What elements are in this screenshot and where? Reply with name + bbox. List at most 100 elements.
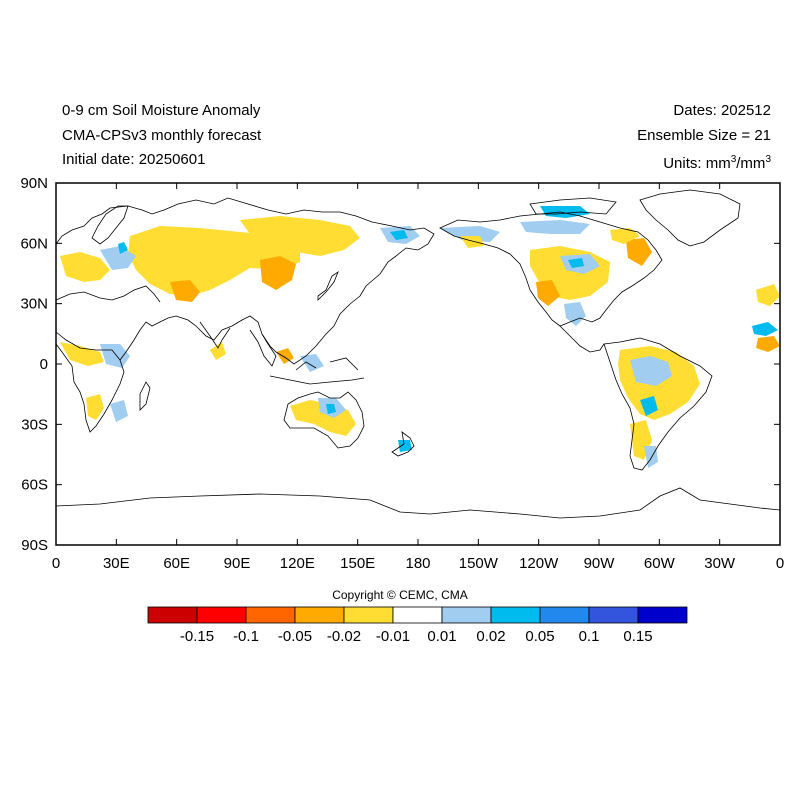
- colorbar-swatch: [392, 606, 443, 624]
- coastline-scandinavia: [91, 205, 129, 245]
- colorbar-swatch: [539, 606, 590, 624]
- coastline-south-america: [603, 337, 713, 471]
- axis-ticks: [55, 182, 781, 546]
- latitude-labels: 90N 60N 30N 0 30S 60S 90S: [20, 175, 48, 554]
- lon-label: 60E: [163, 555, 190, 572]
- map-title: 0-9 cm Soil Moisture Anomaly: [62, 102, 261, 119]
- colorbar-label: -0.15: [180, 628, 214, 645]
- anomaly-patch: [86, 394, 104, 420]
- anomaly-patch: [260, 256, 296, 290]
- colorbar-label: 0.05: [525, 628, 554, 645]
- colorbar-label: -0.05: [278, 628, 312, 645]
- coastline-central-america: [559, 325, 605, 353]
- lat-label: 90S: [21, 537, 48, 554]
- colorbar-swatch: [588, 606, 639, 624]
- anomaly-patch: [460, 236, 484, 248]
- coastline-antarctica: [55, 487, 781, 519]
- anomaly-patch: [398, 440, 412, 452]
- lon-label: 30W: [704, 555, 736, 572]
- colorbar-label: -0.1: [233, 628, 259, 645]
- ensemble-size: Ensemble Size = 21: [637, 127, 771, 144]
- colorbar-label: 0.01: [427, 628, 456, 645]
- anomaly-patch: [300, 354, 324, 372]
- colorbar-label: 0.02: [476, 628, 505, 645]
- lon-label: 120W: [519, 555, 559, 572]
- colorbar-swatch: [147, 606, 198, 624]
- coastline-arctic-islands: [529, 197, 617, 215]
- anomaly-patch: [610, 228, 640, 244]
- coastlines: [55, 189, 781, 519]
- colorbar-label: -0.01: [376, 628, 410, 645]
- lat-label: 60S: [21, 477, 48, 494]
- anomaly-patch: [536, 280, 560, 306]
- anomaly-patch: [118, 242, 128, 254]
- coastline-eurasia-africa: [55, 197, 435, 433]
- coastline-mediterranean: [55, 285, 161, 303]
- forecast-dates: Dates: 202512: [673, 102, 771, 119]
- colorbar-swatch: [294, 606, 345, 624]
- anomaly-patch: [210, 342, 226, 360]
- colorbar-swatch: [441, 606, 492, 624]
- colorbar-swatch: [245, 606, 296, 624]
- anomaly-patch: [60, 252, 110, 282]
- anomaly-patch: [276, 348, 294, 364]
- lon-label: 0: [776, 555, 784, 572]
- lon-label: 30E: [103, 555, 130, 572]
- colorbar-swatch: [196, 606, 247, 624]
- anomaly-patch: [326, 404, 336, 414]
- coastline-indonesia: [269, 357, 365, 385]
- lon-label: 60W: [644, 555, 676, 572]
- anomaly-patch: [100, 344, 130, 368]
- colorbar-swatch: [637, 606, 688, 624]
- coastline-north-america: [439, 211, 663, 327]
- coastline-australia: [283, 391, 365, 449]
- units-label: Units: mm3/mm3: [663, 154, 771, 172]
- coastline-seasia: [249, 329, 277, 367]
- colorbar-swatch: [490, 606, 541, 624]
- anomaly-patch: [752, 322, 778, 336]
- colorbar-label: -0.02: [327, 628, 361, 645]
- lat-label: 90N: [20, 175, 48, 192]
- anomaly-patch: [110, 400, 128, 422]
- anomaly-patch: [540, 206, 590, 218]
- anomaly-patch: [564, 302, 586, 326]
- lat-label: 60N: [20, 235, 48, 252]
- initial-date: Initial date: 20250601: [62, 151, 206, 168]
- anomaly-patch: [390, 230, 408, 240]
- anomaly-patch: [60, 342, 104, 366]
- anomaly-patch: [520, 220, 590, 234]
- anomaly-patch: [640, 396, 658, 416]
- lon-label: 180: [405, 555, 430, 572]
- lat-label: 0: [40, 356, 48, 373]
- anomaly-patch: [170, 280, 200, 302]
- colorbar-swatch: [343, 606, 394, 624]
- lon-label: 90W: [584, 555, 616, 572]
- lat-label: 30N: [20, 296, 48, 313]
- colorbar-label: 0.1: [579, 628, 600, 645]
- coastline-west-africa: [55, 331, 121, 361]
- lon-label: 0: [52, 555, 60, 572]
- anomaly-patch: [568, 258, 584, 268]
- lon-label: 150W: [459, 555, 499, 572]
- anomaly-fields: [60, 206, 780, 468]
- anomaly-patch: [626, 238, 652, 266]
- coastline-new-zealand: [391, 431, 415, 457]
- longitude-labels: 0 30E 60E 90E 120E 150E 180 150W 120W 90W 60W 30W 0: [52, 555, 784, 572]
- coastline-greenland: [639, 189, 741, 247]
- coastline-madagascar: [139, 381, 151, 411]
- anomaly-patch: [756, 336, 780, 352]
- coastline-india: [199, 321, 231, 349]
- anomaly-patch: [128, 226, 300, 296]
- lon-label: 150E: [340, 555, 375, 572]
- lon-label: 90E: [224, 555, 251, 572]
- anomaly-patch: [100, 246, 136, 270]
- anomaly-patch: [440, 226, 500, 242]
- colorbar: -0.15 -0.1 -0.05 -0.02 -0.01 0.01 0.02 0.05 0.1 0…: [147, 606, 688, 645]
- lat-label: 30S: [21, 416, 48, 433]
- copyright-text: Copyright © CEMC, CMA: [332, 588, 468, 602]
- lon-label: 120E: [280, 555, 315, 572]
- anomaly-patch: [630, 356, 672, 386]
- anomaly-patch: [756, 284, 780, 306]
- coastline-japan: [317, 270, 339, 301]
